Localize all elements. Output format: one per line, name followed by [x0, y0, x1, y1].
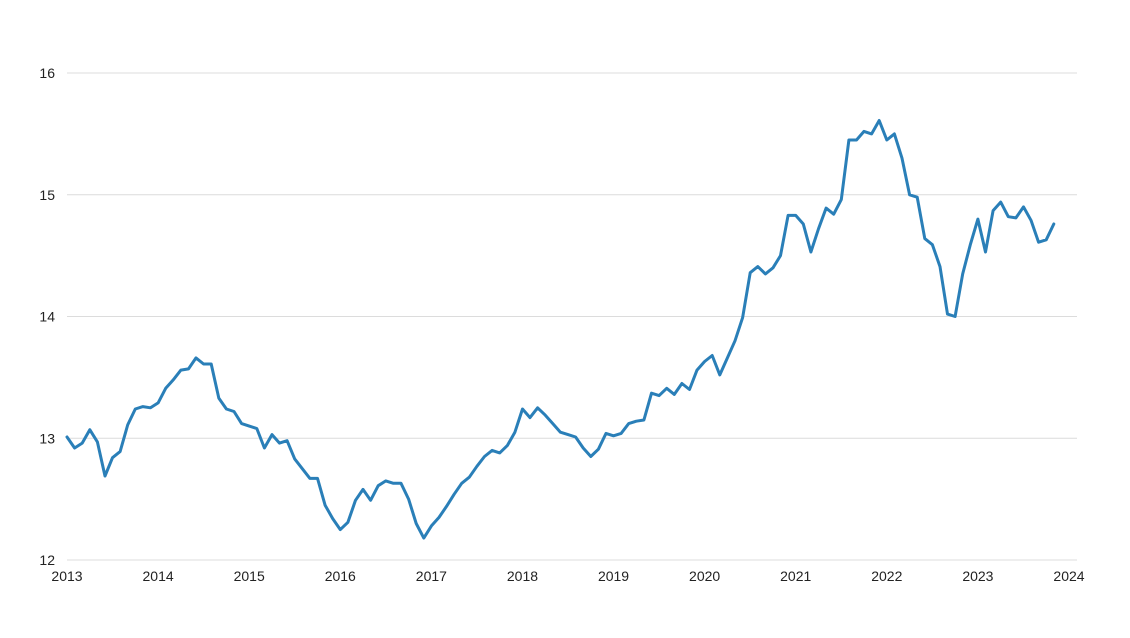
series-layer [65, 119, 1056, 540]
x-tick-label: 2018 [507, 568, 538, 584]
x-tick-label: 2015 [234, 568, 265, 584]
gridlines [67, 72, 1077, 561]
x-tick-label: 2022 [871, 568, 902, 584]
y-axis-ticks: 12 13 14 15 16 [39, 65, 55, 568]
x-tick-label: 2019 [598, 568, 629, 584]
y-tick-label: 15 [39, 187, 55, 203]
series-line-0 [65, 119, 1056, 540]
y-tick-label: 14 [39, 309, 55, 325]
y-tick-label: 12 [39, 552, 55, 568]
x-tick-label: 2020 [689, 568, 720, 584]
y-tick-label: 16 [39, 65, 55, 81]
y-tick-label: 13 [39, 430, 55, 446]
x-tick-label: 2017 [416, 568, 447, 584]
x-tick-label: 2016 [325, 568, 356, 584]
x-tick-label: 2023 [962, 568, 993, 584]
x-tick-label: 2014 [143, 568, 174, 584]
x-tick-label: 2021 [780, 568, 811, 584]
x-axis-ticks: 2013 2014 2015 2016 2017 2018 2019 2020 2021 2022… [51, 568, 1084, 584]
x-tick-label: 2024 [1053, 568, 1084, 584]
x-tick-label: 2013 [51, 568, 82, 584]
